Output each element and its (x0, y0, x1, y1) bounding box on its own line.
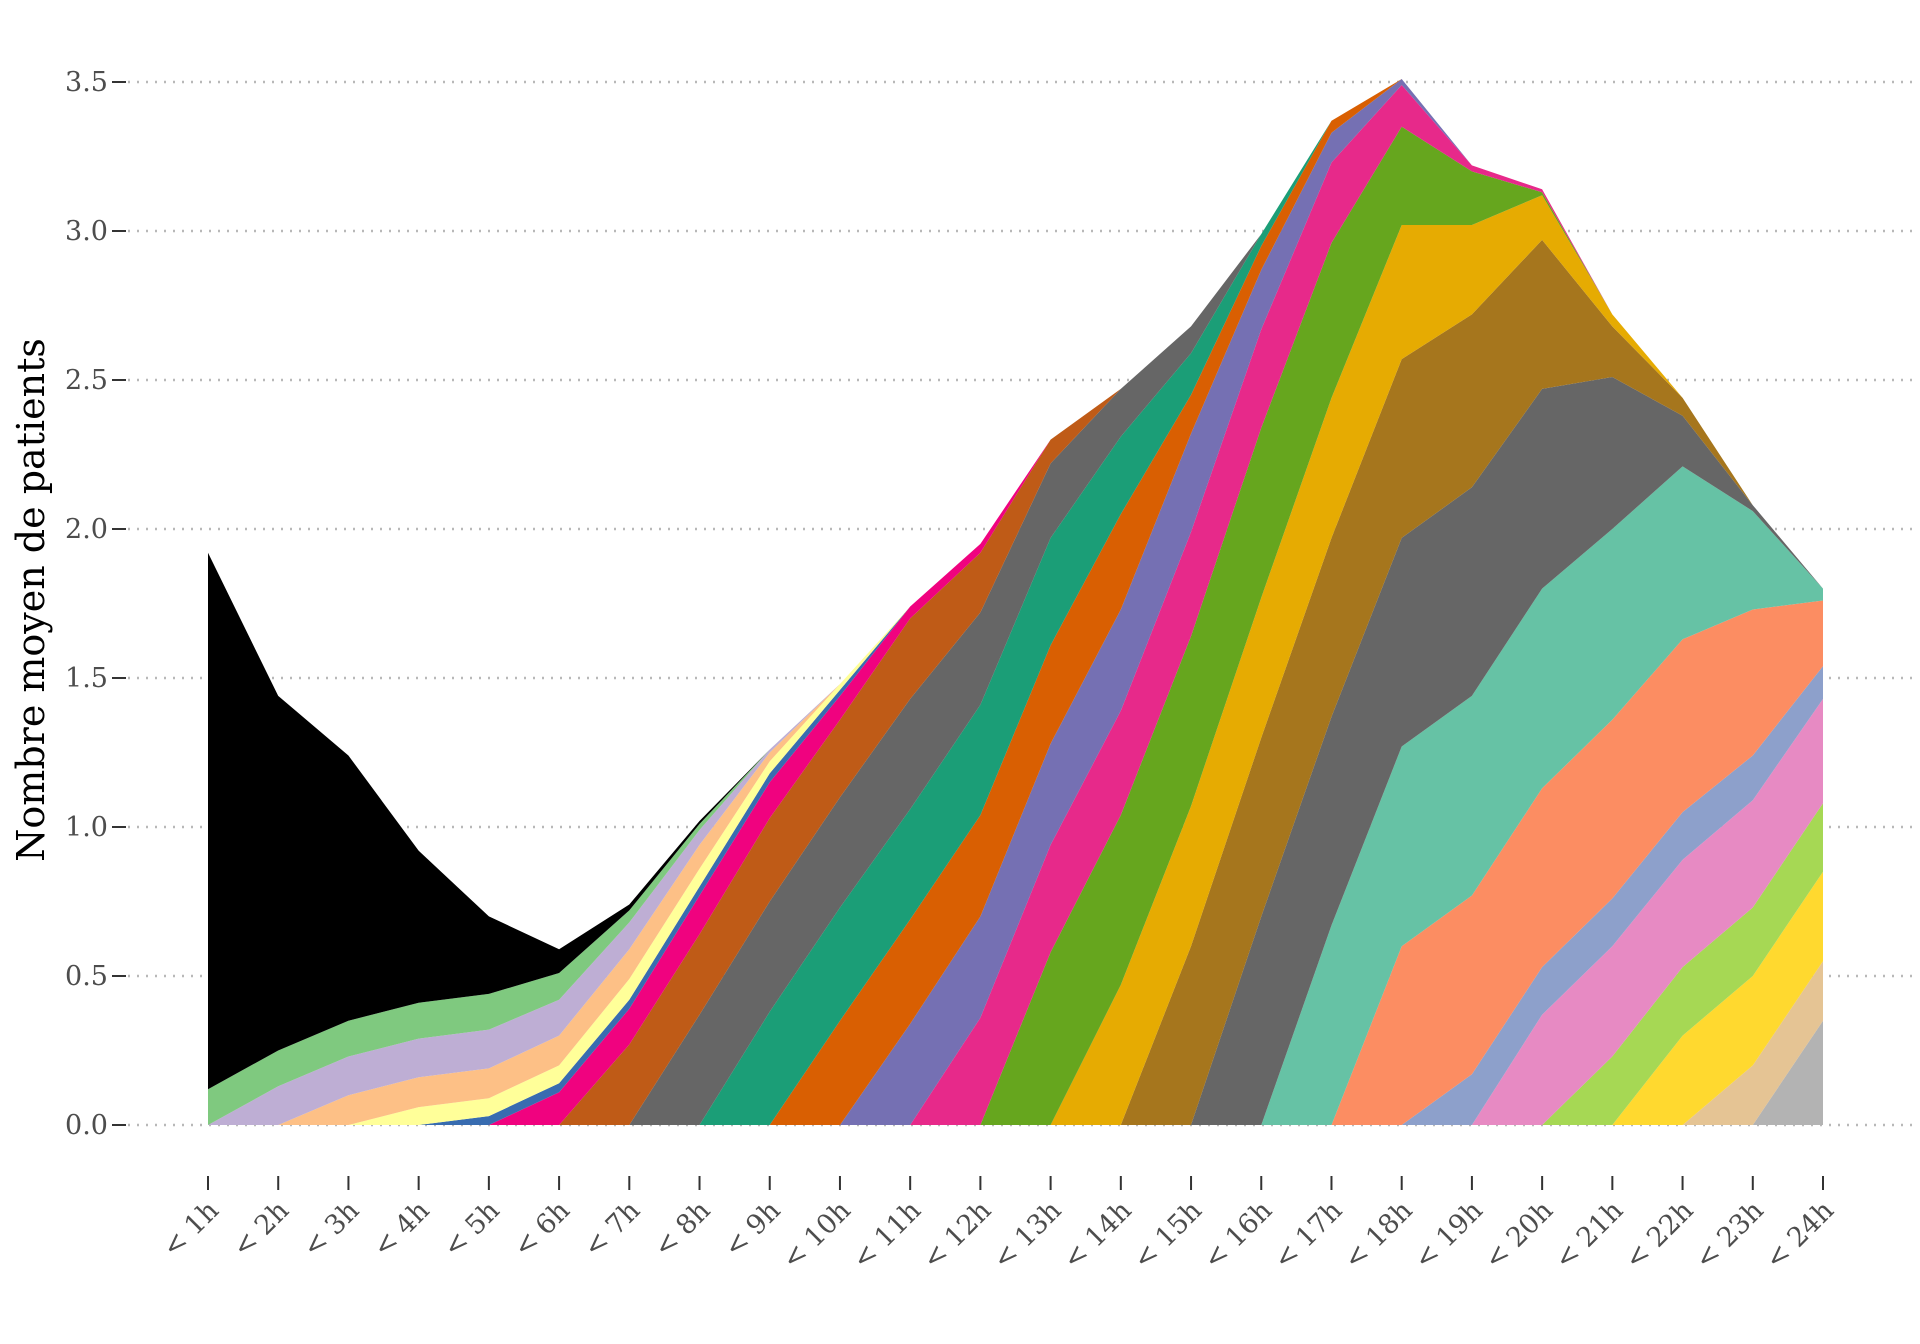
area-series-9 (208, 377, 1823, 1125)
area-series-25 (208, 79, 1823, 1090)
x-tick-label: < 16h (1198, 1195, 1279, 1276)
x-tick-label: < 24h (1759, 1195, 1840, 1276)
y-tick-label: 2.5 (65, 365, 108, 396)
x-tick-label: < 3h (297, 1195, 365, 1263)
y-tick-label: 1.5 (65, 663, 108, 694)
x-tick-label: < 8h (648, 1195, 716, 1263)
x-tick-label: < 1h (157, 1195, 225, 1263)
area-series-group (208, 79, 1823, 1125)
area-series-17 (208, 79, 1823, 1125)
area-series-7 (208, 600, 1823, 1125)
area-series-8 (208, 466, 1823, 1125)
x-tick-label: < 15h (1127, 1195, 1208, 1276)
y-tick-label: 2.0 (65, 514, 108, 545)
x-tick-label: < 14h (1057, 1195, 1138, 1276)
area-series-10 (208, 239, 1823, 1125)
y-tick-label: 0.5 (65, 961, 108, 992)
area-series-14 (208, 79, 1823, 1125)
x-tick-label: < 18h (1338, 1195, 1419, 1276)
x-tick-label: < 20h (1479, 1195, 1560, 1276)
x-tick-label: < 11h (847, 1195, 928, 1276)
x-tick-label: < 10h (776, 1195, 857, 1276)
x-tick-label: < 19h (1408, 1195, 1489, 1276)
y-tick-label: 0.0 (65, 1110, 108, 1141)
x-tick-label: < 6h (508, 1195, 576, 1263)
x-tick-label: < 17h (1268, 1195, 1349, 1276)
area-series-24 (208, 79, 1823, 1125)
x-tick-label: < 23h (1689, 1195, 1770, 1276)
y-axis-title: Nombre moyen de patients (9, 338, 53, 862)
y-tick-label: 3.5 (65, 67, 108, 98)
y-axis: 0.0 0.5 1.0 1.5 2.0 2.5 3.0 3.5 (65, 67, 126, 1141)
area-series-3 (208, 871, 1823, 1125)
x-tick-label: < 2h (227, 1195, 295, 1263)
y-tick-label: 3.0 (65, 216, 108, 247)
x-tick-label: < 5h (437, 1195, 505, 1263)
x-tick-label: < 12h (917, 1195, 998, 1276)
x-tick-label: < 21h (1549, 1195, 1630, 1276)
x-tick-label: < 7h (578, 1195, 646, 1263)
x-axis: < 1h < 2h < 3h < 4h < 5h < 6h < 7h < 8h < 9h< 10… (157, 1176, 1840, 1276)
x-tick-label: < 13h (987, 1195, 1068, 1276)
x-tick-label: < 4h (367, 1195, 435, 1263)
y-tick-label: 1.0 (65, 812, 108, 843)
x-tick-label: < 22h (1619, 1195, 1700, 1276)
